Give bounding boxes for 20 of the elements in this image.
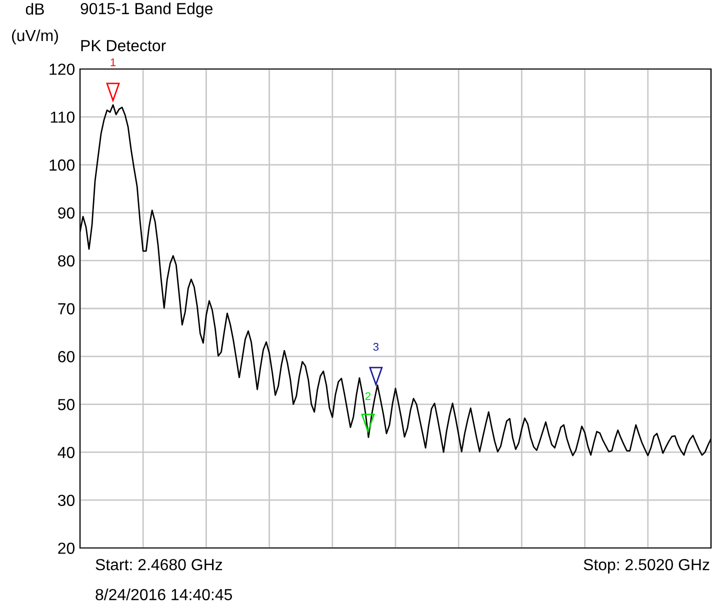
y-axis-title: dB (uV/m) [12,3,58,44]
annotation: 2 [365,392,371,400]
text: 8/24/2016 14:40:45 [96,588,232,600]
text: 1 [110,58,116,66]
chart-title: 9015-1 Band Edge [80,2,213,18]
y-tick-label: 120 [50,64,75,75]
y-tick-label: 60 [58,351,75,362]
y-tick-label: 70 [58,303,75,314]
y-tick-label: 90 [58,207,75,219]
y-tick-label: 80 [58,255,75,267]
y-tick-label: 100 [50,159,75,171]
annotation: 3 [373,342,379,351]
y-tick-label: 30 [58,494,75,506]
y-tick-label: 20 [58,542,75,554]
chart-subtitle: PK Detector [81,40,166,52]
y-tick-label: 40 [58,446,75,458]
text: Start: 2.4680 GHz [96,558,222,570]
text: Stop: 2.5020 GHz [584,558,710,574]
y-tick-label: 50 [58,398,75,410]
y-tick-label: 110 [50,112,75,123]
